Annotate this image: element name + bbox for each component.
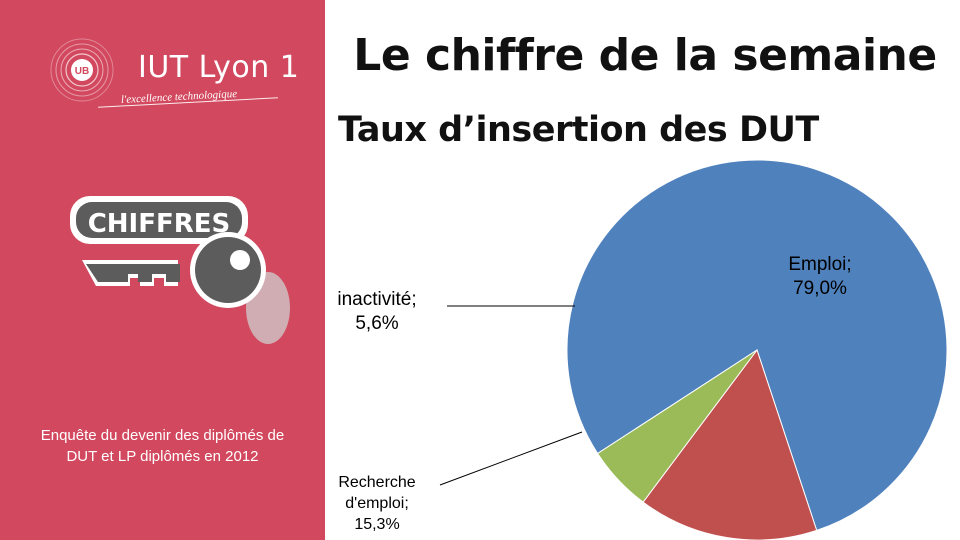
- data-label-inactivite: inactivité; 5,6%: [337, 289, 416, 334]
- pie-slice-emploi: [566, 160, 948, 532]
- pie-chart: Emploi; 79,0% Recherche d'emploi; 15,3% inact…: [337, 160, 948, 540]
- badge-label: CHIFFRES: [88, 209, 231, 239]
- chiffres-badge: CHIFFRES: [68, 190, 298, 350]
- data-label-emploi: Emploi; 79,0%: [788, 254, 851, 299]
- leader-line-recherche: [439, 431, 583, 486]
- key-icon: CHIFFRES: [70, 196, 290, 344]
- pie-slice-recherche-d-emploi: [642, 348, 818, 540]
- logo-emblem-text: UB: [75, 66, 89, 77]
- iut-lyon-logo[interactable]: UB IUT Lyon 1 l'excellence technologique: [46, 36, 299, 116]
- survey-caption: Enquête du devenir des diplômés de DUT e…: [40, 427, 285, 465]
- data-label-recherche-d-emploi: Recherche d'emploi; 15,3%: [338, 474, 415, 533]
- pie-slice-inactivite: [596, 349, 758, 503]
- page-headline: Le chiffre de la semaine: [353, 30, 937, 81]
- logo-name: IUT Lyon 1: [138, 50, 300, 85]
- logo-emblem-icon: UB: [50, 38, 114, 102]
- sidebar: UB IUT Lyon 1 l'excellence technologique…: [0, 0, 325, 540]
- chart-title: Taux d’insertion des DUT: [338, 110, 819, 150]
